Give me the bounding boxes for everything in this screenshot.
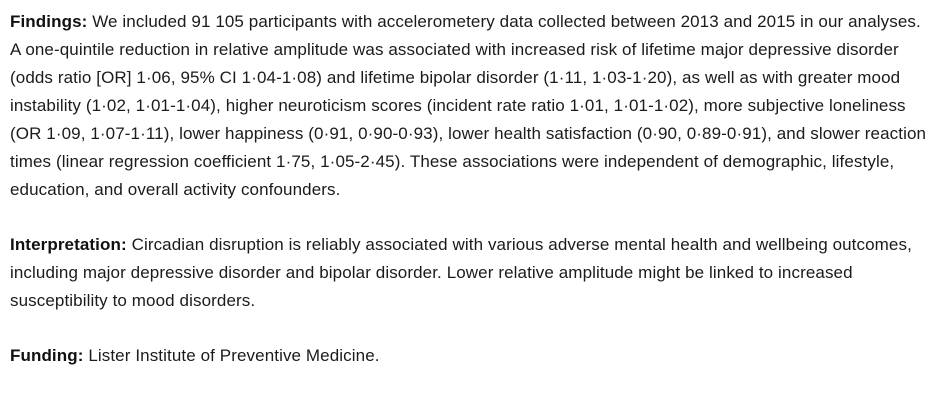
funding-section-label: Funding: [10, 346, 84, 365]
interpretation-section-text: Circadian disruption is reliably associa… [10, 235, 912, 310]
interpretation-section-label: Interpretation: [10, 235, 127, 254]
findings-section-label: Findings: [10, 12, 88, 31]
funding-section-text: Lister Institute of Preventive Medicine. [88, 346, 380, 365]
findings-paragraph: Findings: We included 91 105 participant… [10, 8, 932, 204]
funding-paragraph: Funding: Lister Institute of Preventive … [10, 342, 932, 370]
findings-section-text: We included 91 105 participants with acc… [10, 12, 927, 199]
interpretation-paragraph: Interpretation: Circadian disruption is … [10, 231, 932, 315]
